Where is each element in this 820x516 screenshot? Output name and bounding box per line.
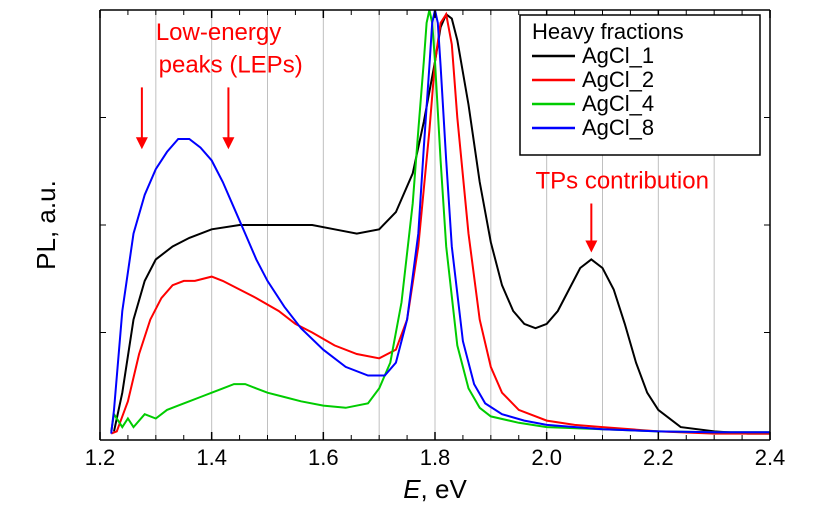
x-tick-label: 2.4 — [755, 445, 786, 470]
x-axis-label: E, eV — [403, 474, 467, 504]
x-tick-label: 1.8 — [420, 445, 451, 470]
legend-label: AgCl_8 — [582, 115, 654, 140]
y-axis-label: PL, a.u. — [31, 180, 61, 270]
legend-label: AgCl_4 — [582, 91, 654, 116]
x-tick-label: 2.0 — [531, 445, 562, 470]
pl-spectrum-chart: 1.2 1.4 1.6 1.8 2.0 2.2 2.4 E, eV PL, a.u. Low-en… — [0, 0, 820, 511]
annotation: Low-energy — [156, 19, 281, 46]
annotation: TPs contribution — [536, 167, 709, 194]
legend-label: AgCl_1 — [582, 43, 654, 68]
chart-container: { "chart": { "type": "line", "background… — [0, 0, 820, 511]
legend-label: AgCl_2 — [582, 67, 654, 92]
x-tick-label: 1.4 — [196, 445, 227, 470]
x-tick-label: 1.2 — [85, 445, 116, 470]
legend-title: Heavy fractions — [532, 19, 684, 44]
x-tick-label: 2.2 — [643, 445, 674, 470]
x-tick-label: 1.6 — [308, 445, 339, 470]
annotation: peaks (LEPs) — [159, 51, 303, 78]
